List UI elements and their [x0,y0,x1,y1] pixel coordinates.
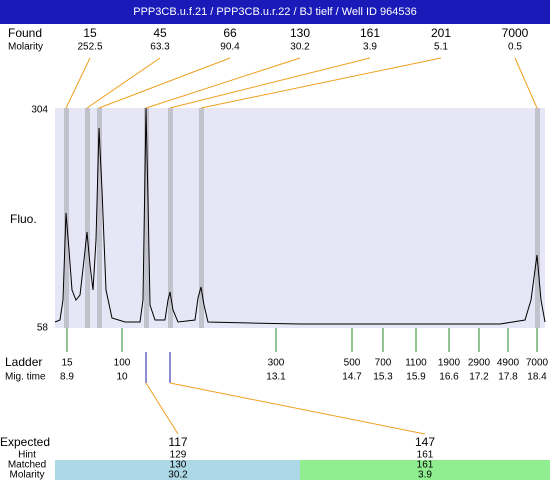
found-size: 66 [223,26,237,40]
y-axis-label: Fluo. [10,212,37,226]
ladder-time: 17.2 [469,372,489,383]
ladder-size: 15 [61,358,73,369]
matched-markers [145,352,171,383]
found-size: 15 [83,26,97,40]
found-molarity: 30.2 [290,42,310,53]
ladder-time: 17.8 [498,372,518,383]
ladder-size: 300 [268,358,285,369]
ladder-size: 1100 [405,358,427,369]
hint-label: Hint [18,450,36,461]
y-top-label: 304 [31,105,48,116]
y-bottom-label: 58 [37,323,49,334]
expected-label: Expected [0,435,50,449]
found-size: 161 [360,26,380,40]
matched-size: 161 [417,460,434,471]
title-bar [0,0,550,24]
hint-size: 129 [170,450,187,461]
found-size: 130 [290,26,310,40]
ladder-size: 7000 [526,358,549,369]
ladder-time: 14.7 [342,372,362,383]
found-connectors [65,57,538,109]
plot-area [55,108,545,328]
matched-molarity: 3.9 [418,470,432,480]
found-molarity: 252.5 [77,42,102,53]
match-cell [55,460,300,480]
match-cell [300,460,550,480]
ladder-size: 1900 [438,358,461,369]
ladder-size: 100 [114,358,131,369]
molarity-label: Molarity [8,42,43,53]
matched-label: Matched [8,460,46,471]
expected-size: 117 [168,435,187,449]
found-size: 7000 [502,26,529,40]
ladder-time: 15.9 [406,372,426,383]
ladder-time: 16.6 [439,372,459,383]
ladder-time: 8.9 [60,372,74,383]
expected-connectors [145,382,426,435]
found-molarity: 0.5 [508,42,522,53]
title: PPP3CB.u.f.21 / PPP3CB.u.r.22 / BJ tielf… [133,6,417,18]
ladder-time: 10 [116,372,128,383]
expected-size: 147 [415,435,435,449]
found-size: 45 [153,26,167,40]
found-molarity: 3.9 [363,42,377,53]
found-molarity: 63.3 [150,42,170,53]
ladder-size: 500 [344,358,361,369]
matched-size: 130 [170,460,187,471]
ladder-time: 18.4 [527,372,547,383]
hint-size: 161 [417,450,434,461]
ladder-size: 4900 [497,358,520,369]
matched-molarity: 30.2 [168,470,188,480]
found-molarity: 5.1 [434,42,448,53]
ladder-time: 15.3 [373,372,393,383]
ladder-time: 13.1 [266,372,286,383]
trace [54,107,546,325]
found-molarity: 90.4 [220,42,240,53]
mig-time-label: Mig. time [5,372,46,383]
ladder-label: Ladder [5,355,42,369]
found-label: Found [8,26,42,40]
ladder-size: 700 [375,358,392,369]
ladder-size: 2900 [468,358,491,369]
found-size: 201 [431,26,451,40]
expected-molarity-label: Molarity [9,470,44,480]
